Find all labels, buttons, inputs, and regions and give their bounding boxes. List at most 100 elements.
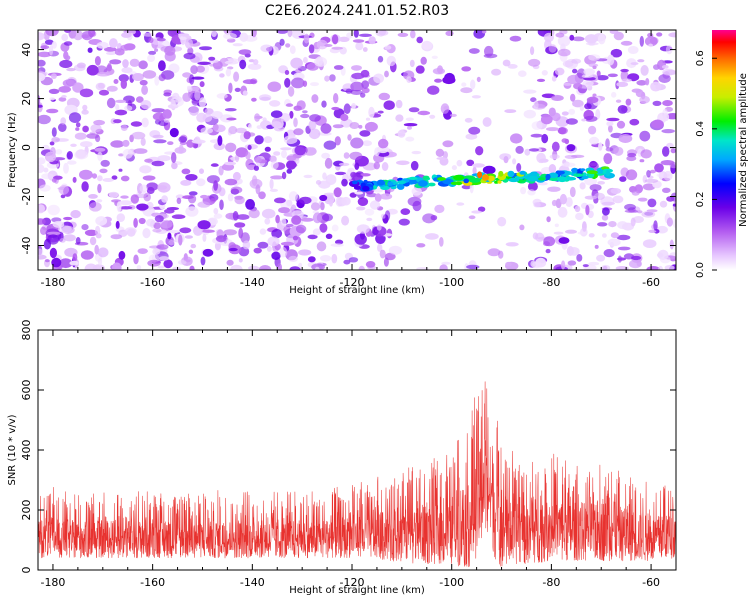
heatmap-cell: [289, 45, 296, 54]
heatmap-cell: [236, 214, 250, 220]
heatmap-cell: [527, 181, 538, 192]
heatmap-cell: [115, 104, 120, 111]
heatmap-signal-cell: [565, 176, 577, 181]
heatmap-cell: [659, 255, 671, 264]
heatmap-cell: [139, 165, 152, 174]
heatmap-cell: [178, 234, 183, 246]
heatmap-cell: [208, 56, 216, 61]
heatmap-cell: [350, 81, 364, 92]
heatmap-cell: [347, 134, 352, 141]
heatmap-cell: [558, 48, 571, 57]
heatmap-cell: [569, 186, 576, 198]
heatmap-cell: [309, 114, 321, 122]
heatmap-cell: [133, 148, 148, 154]
heatmap-cell: [361, 87, 370, 94]
heatmap-cell: [557, 35, 571, 47]
heatmap-cell: [601, 264, 611, 270]
heatmap-signal-cell: [362, 185, 370, 192]
heatmap-cell: [672, 203, 676, 207]
heatmap-cell: [410, 30, 416, 39]
heatmap-signal-cell: [352, 180, 358, 185]
heatmap-cell: [130, 121, 143, 127]
heatmap-cell: [503, 156, 509, 164]
heatmap-cell: [274, 197, 286, 204]
heatmap-cell: [38, 218, 46, 225]
heatmap-cell: [88, 202, 102, 212]
heatmap-cell: [624, 203, 636, 211]
heatmap-cell: [217, 135, 223, 146]
heatmap-x-tick-label: -180: [40, 276, 65, 289]
heatmap-x-tick-label: -120: [340, 276, 365, 289]
heatmap-cell: [194, 90, 201, 101]
heatmap-cell: [605, 138, 610, 149]
heatmap-cell: [267, 236, 280, 247]
heatmap-cell: [504, 109, 517, 113]
heatmap-cell: [153, 139, 167, 144]
heatmap-cell: [96, 71, 111, 77]
heatmap-cell: [94, 56, 101, 66]
heatmap-cell: [597, 181, 605, 185]
heatmap-cell: [583, 115, 598, 122]
heatmap-cell: [58, 123, 67, 132]
heatmap-cell: [66, 151, 73, 160]
heatmap-cell: [158, 256, 170, 261]
heatmap-cell: [247, 144, 252, 151]
heatmap-cell: [74, 150, 89, 160]
heatmap-cell: [175, 194, 185, 199]
heatmap-cell: [659, 200, 668, 208]
heatmap-cell: [122, 59, 129, 68]
heatmap-cell: [291, 215, 302, 225]
heatmap-cell: [84, 263, 98, 270]
heatmap-cell: [284, 70, 290, 75]
heatmap-cell: [204, 108, 214, 115]
heatmap-y-tick-label: 40: [20, 43, 33, 57]
heatmap-signal-cell: [482, 174, 489, 181]
heatmap-cell: [507, 64, 518, 69]
heatmap-cell: [672, 219, 676, 228]
heatmap-cell: [356, 224, 370, 234]
heatmap-cell: [331, 106, 340, 111]
heatmap-cell: [607, 73, 618, 78]
heatmap-cell: [362, 47, 368, 52]
heatmap-cell: [365, 117, 371, 121]
heatmap-cell: [355, 42, 364, 51]
heatmap-cell: [58, 258, 73, 269]
heatmap-cell: [269, 188, 278, 192]
heatmap-cell: [171, 214, 186, 219]
heatmap-cell: [468, 48, 480, 54]
heatmap-signal-cell: [507, 170, 515, 178]
heatmap-cell: [611, 91, 617, 98]
heatmap-cell: [373, 161, 380, 170]
heatmap-cell: [146, 182, 159, 191]
heatmap-cell: [350, 137, 364, 149]
heatmap-cell: [124, 105, 133, 112]
heatmap-cell: [299, 196, 312, 205]
heatmap-cell: [558, 237, 570, 244]
heatmap-cell: [627, 46, 639, 54]
heatmap-cell: [351, 65, 362, 71]
snr-x-tick-label: -120: [340, 576, 365, 589]
heatmap-cell: [312, 212, 322, 224]
heatmap-cell: [636, 259, 642, 267]
heatmap-cell: [131, 131, 146, 140]
heatmap-cell: [94, 225, 101, 237]
heatmap-cell: [47, 231, 61, 236]
heatmap-cell: [94, 147, 106, 152]
colorbar-gradient: [712, 30, 736, 270]
heatmap-cell: [164, 208, 175, 214]
heatmap-cell: [617, 255, 622, 263]
heatmap-cell: [349, 151, 363, 161]
heatmap-cell: [49, 247, 58, 259]
heatmap-cell: [621, 78, 632, 83]
heatmap-cell: [359, 130, 371, 137]
heatmap-cell: [43, 72, 48, 76]
heatmap-cell: [598, 142, 603, 151]
heatmap-cell: [360, 173, 371, 177]
heatmap-cell: [639, 130, 651, 142]
heatmap-cell: [615, 266, 629, 270]
heatmap-cell: [171, 152, 177, 164]
heatmap-cell: [610, 188, 622, 194]
heatmap-cell: [553, 231, 564, 235]
heatmap-cell: [466, 159, 475, 166]
heatmap-cell: [320, 123, 332, 134]
